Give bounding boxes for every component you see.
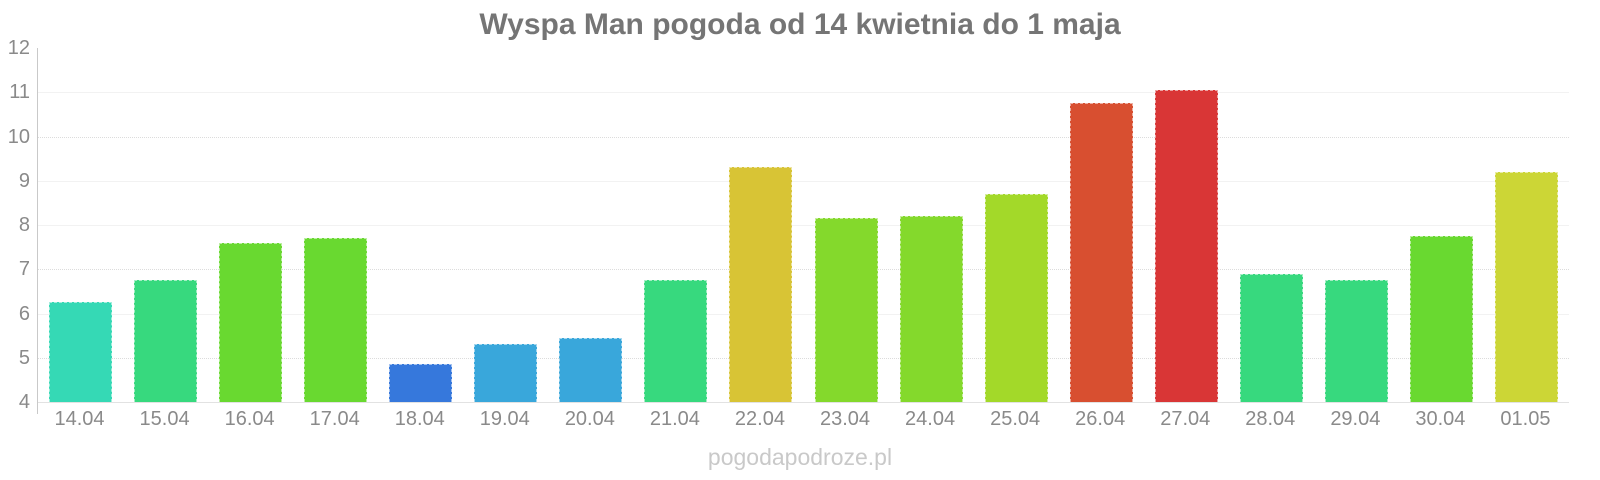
y-axis-tick-label-5: 5 [18, 346, 30, 369]
x-axis-label-24-04: 24.04 [905, 408, 956, 430]
gridline-8 [38, 225, 1569, 226]
gridline-6 [38, 313, 1569, 315]
x-axis-label-17-04: 17.04 [309, 408, 360, 430]
x-axis-label-30-04: 30.04 [1415, 408, 1466, 430]
bar-26-04[interactable] [1069, 103, 1133, 402]
x-axis-label-16-04: 16.04 [224, 408, 275, 430]
x-axis-label-21-04: 21.04 [649, 408, 700, 430]
x-axis-label-26-04: 26.04 [1075, 408, 1126, 430]
bar-29-04[interactable] [1324, 280, 1388, 402]
gridline-11 [38, 92, 1569, 94]
bar-19-04[interactable] [474, 344, 538, 402]
x-axis-label-18-04: 18.04 [394, 408, 445, 430]
bar-14-04[interactable] [49, 302, 113, 402]
x-axis-label-28-04: 28.04 [1245, 408, 1296, 430]
bar-28-04[interactable] [1239, 273, 1303, 402]
y-axis-tick-label-11: 11 [9, 81, 30, 104]
x-axis-label-20-04: 20.04 [564, 408, 615, 430]
bar-20-04[interactable] [559, 337, 623, 402]
y-axis-tick-label-8: 8 [18, 214, 30, 236]
plot-area [37, 48, 1569, 403]
x-axis-label-14-04: 14.04 [54, 408, 105, 430]
bar-27-04[interactable] [1154, 90, 1218, 402]
y-axis-tick-label-7: 7 [18, 258, 30, 281]
watermark: pogodapodroze.pl [707, 444, 893, 470]
bar-30-04[interactable] [1409, 236, 1473, 402]
bar-22-04[interactable] [729, 167, 793, 402]
bar-23-04[interactable] [814, 218, 878, 402]
bar-18-04[interactable] [389, 364, 453, 402]
x-axis-label-29-04: 29.04 [1330, 408, 1381, 430]
chart-title: Wyspa Man pogoda od 14 kwietnia do 1 maj… [479, 8, 1121, 41]
x-axis-label-19-04: 19.04 [479, 408, 530, 430]
x-axis-label-22-04: 22.04 [734, 408, 785, 430]
y-axis-tick-label-10: 10 [7, 125, 30, 148]
y-axis-tick-label-12: 12 [7, 37, 30, 59]
x-axis-label-23-04: 23.04 [819, 408, 871, 430]
y-axis-tick-mark [37, 402, 38, 414]
gridline-5 [38, 357, 1569, 359]
x-axis-label-15-04: 15.04 [139, 408, 190, 430]
gridline-7 [38, 269, 1569, 271]
gridline-9 [38, 180, 1569, 182]
bar-15-04[interactable] [134, 280, 198, 402]
bar-24-04[interactable] [899, 216, 963, 402]
y-axis-tick-label-9: 9 [18, 169, 30, 192]
gridline-10 [38, 136, 1569, 138]
bar-21-04[interactable] [644, 280, 708, 402]
bar-17-04[interactable] [304, 238, 368, 402]
x-axis-label-01-05: 01.05 [1500, 408, 1551, 430]
y-axis-tick-label-6: 6 [18, 302, 30, 325]
bar-16-04[interactable] [219, 242, 283, 402]
x-axis-label-25-04: 25.04 [990, 408, 1041, 430]
bar-01-05[interactable] [1494, 171, 1558, 402]
y-axis-tick-label-4: 4 [18, 391, 30, 413]
x-axis-label-27-04: 27.04 [1160, 408, 1211, 430]
bar-25-04[interactable] [984, 194, 1048, 402]
